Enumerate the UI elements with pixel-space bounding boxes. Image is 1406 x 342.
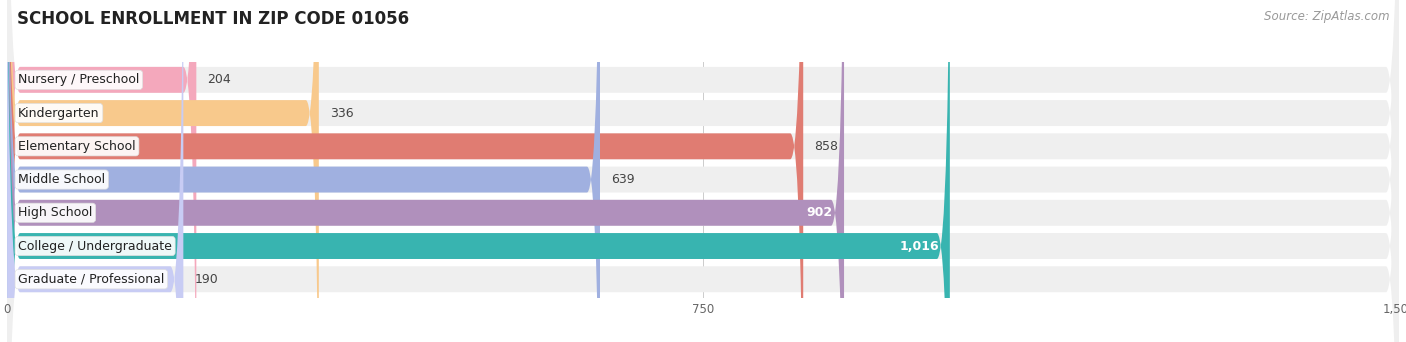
Text: Kindergarten: Kindergarten	[18, 107, 100, 120]
FancyBboxPatch shape	[7, 0, 950, 342]
FancyBboxPatch shape	[7, 0, 1399, 342]
Text: Elementary School: Elementary School	[18, 140, 136, 153]
Text: 858: 858	[814, 140, 838, 153]
Text: Nursery / Preschool: Nursery / Preschool	[18, 73, 139, 86]
Text: SCHOOL ENROLLMENT IN ZIP CODE 01056: SCHOOL ENROLLMENT IN ZIP CODE 01056	[17, 10, 409, 28]
FancyBboxPatch shape	[7, 0, 1399, 342]
FancyBboxPatch shape	[7, 0, 803, 342]
FancyBboxPatch shape	[7, 0, 844, 342]
FancyBboxPatch shape	[7, 0, 1399, 342]
FancyBboxPatch shape	[7, 0, 1399, 342]
FancyBboxPatch shape	[7, 0, 1399, 342]
Text: 902: 902	[807, 206, 832, 219]
FancyBboxPatch shape	[7, 0, 1399, 342]
Text: Graduate / Professional: Graduate / Professional	[18, 273, 165, 286]
Text: Middle School: Middle School	[18, 173, 105, 186]
FancyBboxPatch shape	[7, 0, 183, 342]
FancyBboxPatch shape	[7, 0, 319, 342]
FancyBboxPatch shape	[7, 0, 197, 342]
Text: 190: 190	[194, 273, 218, 286]
Text: 204: 204	[208, 73, 231, 86]
FancyBboxPatch shape	[7, 0, 1399, 342]
Text: High School: High School	[18, 206, 93, 219]
Text: 336: 336	[330, 107, 353, 120]
Text: College / Undergraduate: College / Undergraduate	[18, 239, 172, 252]
Text: 639: 639	[612, 173, 634, 186]
FancyBboxPatch shape	[7, 0, 600, 342]
Text: 1,016: 1,016	[898, 239, 939, 252]
Text: Source: ZipAtlas.com: Source: ZipAtlas.com	[1264, 10, 1389, 23]
